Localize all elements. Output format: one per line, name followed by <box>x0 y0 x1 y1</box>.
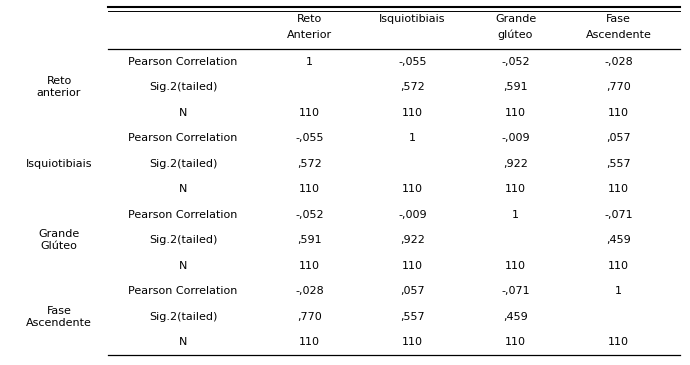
Text: 1: 1 <box>409 133 416 143</box>
Text: 110: 110 <box>402 184 423 194</box>
Text: Isquiotibiais: Isquiotibiais <box>26 159 92 169</box>
Text: Sig.2(tailed): Sig.2(tailed) <box>149 159 217 169</box>
Text: 1: 1 <box>306 57 313 67</box>
Text: 110: 110 <box>608 337 629 347</box>
Text: 110: 110 <box>608 108 629 118</box>
Text: -,009: -,009 <box>501 133 530 143</box>
Text: Reto
anterior: Reto anterior <box>37 76 81 98</box>
Text: 110: 110 <box>505 108 526 118</box>
Text: ,591: ,591 <box>297 235 322 245</box>
Text: -,055: -,055 <box>295 133 324 143</box>
Text: 1: 1 <box>512 210 519 220</box>
Text: 110: 110 <box>402 337 423 347</box>
Text: -,055: -,055 <box>398 57 426 67</box>
Text: -,071: -,071 <box>604 210 633 220</box>
Text: ,572: ,572 <box>297 159 322 169</box>
Text: glúteo: glúteo <box>497 30 533 40</box>
Text: Pearson Correlation: Pearson Correlation <box>128 286 237 296</box>
Text: 110: 110 <box>402 261 423 271</box>
Text: ,057: ,057 <box>607 133 631 143</box>
Text: -,028: -,028 <box>604 57 633 67</box>
Text: N: N <box>179 261 187 271</box>
Text: 110: 110 <box>505 261 526 271</box>
Text: Fase
Ascendente: Fase Ascendente <box>26 306 92 327</box>
Text: 110: 110 <box>402 108 423 118</box>
Text: ,557: ,557 <box>400 312 425 322</box>
Text: Grande
Glúteo: Grande Glúteo <box>39 230 79 251</box>
Text: ,770: ,770 <box>606 82 631 92</box>
Text: ,572: ,572 <box>400 82 425 92</box>
Text: 110: 110 <box>299 184 320 194</box>
Text: Isquiotibiais: Isquiotibiais <box>380 14 446 24</box>
Text: ,557: ,557 <box>607 159 631 169</box>
Text: Pearson Correlation: Pearson Correlation <box>128 57 237 67</box>
Text: Sig.2(tailed): Sig.2(tailed) <box>149 312 217 322</box>
Text: Sig.2(tailed): Sig.2(tailed) <box>149 235 217 245</box>
Text: ,459: ,459 <box>606 235 631 245</box>
Text: Fase: Fase <box>606 14 631 24</box>
Text: 110: 110 <box>299 337 320 347</box>
Text: 110: 110 <box>505 337 526 347</box>
Text: -,071: -,071 <box>501 286 530 296</box>
Text: -,052: -,052 <box>501 57 530 67</box>
Text: Reto: Reto <box>297 14 322 24</box>
Text: N: N <box>179 108 187 118</box>
Text: ,922: ,922 <box>503 159 528 169</box>
Text: Ascendente: Ascendente <box>586 30 651 40</box>
Text: ,459: ,459 <box>503 312 528 322</box>
Text: 110: 110 <box>299 108 320 118</box>
Text: 110: 110 <box>505 184 526 194</box>
Text: 1: 1 <box>615 286 622 296</box>
Text: ,922: ,922 <box>400 235 425 245</box>
Text: ,057: ,057 <box>400 286 425 296</box>
Text: Grande: Grande <box>495 14 536 24</box>
Text: 110: 110 <box>608 184 629 194</box>
Text: -,009: -,009 <box>398 210 427 220</box>
Text: 110: 110 <box>608 261 629 271</box>
Text: ,591: ,591 <box>503 82 528 92</box>
Text: Anterior: Anterior <box>287 30 332 40</box>
Text: N: N <box>179 337 187 347</box>
Text: N: N <box>179 184 187 194</box>
Text: Sig.2(tailed): Sig.2(tailed) <box>149 82 217 92</box>
Text: -,052: -,052 <box>295 210 324 220</box>
Text: ,770: ,770 <box>297 312 322 322</box>
Text: Pearson Correlation: Pearson Correlation <box>128 133 237 143</box>
Text: -,028: -,028 <box>295 286 324 296</box>
Text: 110: 110 <box>299 261 320 271</box>
Text: Pearson Correlation: Pearson Correlation <box>128 210 237 220</box>
